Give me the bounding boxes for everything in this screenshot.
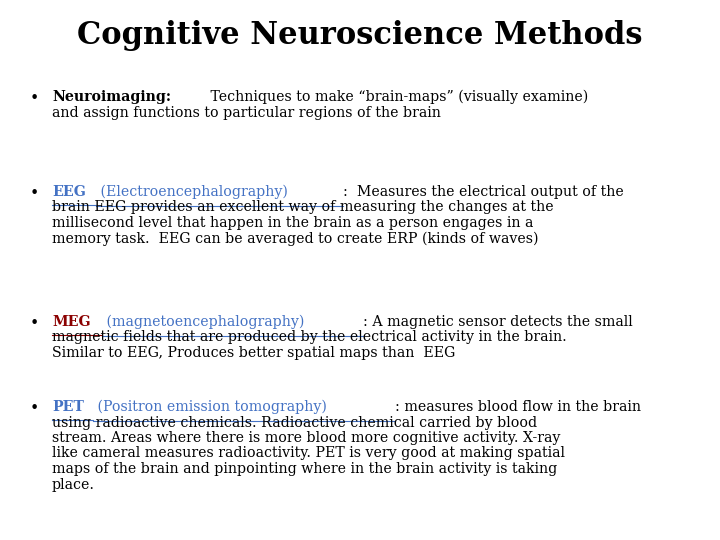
- Text: •: •: [30, 90, 40, 107]
- Text: Techniques to make “brain-maps” (visually examine): Techniques to make “brain-maps” (visuall…: [205, 90, 588, 104]
- Text: : measures blood flow in the brain: : measures blood flow in the brain: [395, 400, 641, 414]
- Text: millisecond level that happen in the brain as a person engages in a: millisecond level that happen in the bra…: [52, 216, 534, 230]
- Text: Neuroimaging:: Neuroimaging:: [52, 90, 171, 104]
- Text: brain EEG provides an excellent way of measuring the changes at the: brain EEG provides an excellent way of m…: [52, 200, 554, 214]
- Text: stream. Areas where there is more blood more cognitive activity. X-ray: stream. Areas where there is more blood …: [52, 431, 560, 445]
- Text: •: •: [30, 400, 40, 417]
- Text: Similar to EEG, Produces better spatial maps than  EEG: Similar to EEG, Produces better spatial …: [52, 346, 455, 360]
- Text: Cognitive Neuroscience Methods: Cognitive Neuroscience Methods: [77, 20, 643, 51]
- Text: memory task.  EEG can be averaged to create ERP (kinds of waves): memory task. EEG can be averaged to crea…: [52, 232, 539, 246]
- Text: (Positron emission tomography): (Positron emission tomography): [93, 400, 327, 414]
- Text: •: •: [30, 185, 40, 202]
- Text: EEG: EEG: [52, 185, 86, 199]
- Text: : A magnetic sensor detects the small: : A magnetic sensor detects the small: [363, 315, 633, 329]
- Text: like cameral measures radioactivity. PET is very good at making spatial: like cameral measures radioactivity. PET…: [52, 447, 565, 461]
- Text: maps of the brain and pinpointing where in the brain activity is taking: maps of the brain and pinpointing where …: [52, 462, 557, 476]
- Text: (Electroencephalography): (Electroencephalography): [96, 185, 287, 199]
- Text: PET: PET: [52, 400, 84, 414]
- Text: •: •: [30, 315, 40, 332]
- Text: place.: place.: [52, 477, 95, 491]
- Text: using radioactive chemicals. Radioactive chemical carried by blood: using radioactive chemicals. Radioactive…: [52, 415, 537, 429]
- Text: (magnetoencephalography): (magnetoencephalography): [102, 315, 305, 329]
- Text: :  Measures the electrical output of the: : Measures the electrical output of the: [343, 185, 624, 199]
- Text: and assign functions to particular regions of the brain: and assign functions to particular regio…: [52, 105, 441, 119]
- Text: magnetic fields that are produced by the electrical activity in the brain.: magnetic fields that are produced by the…: [52, 330, 567, 345]
- Text: MEG: MEG: [52, 315, 91, 329]
